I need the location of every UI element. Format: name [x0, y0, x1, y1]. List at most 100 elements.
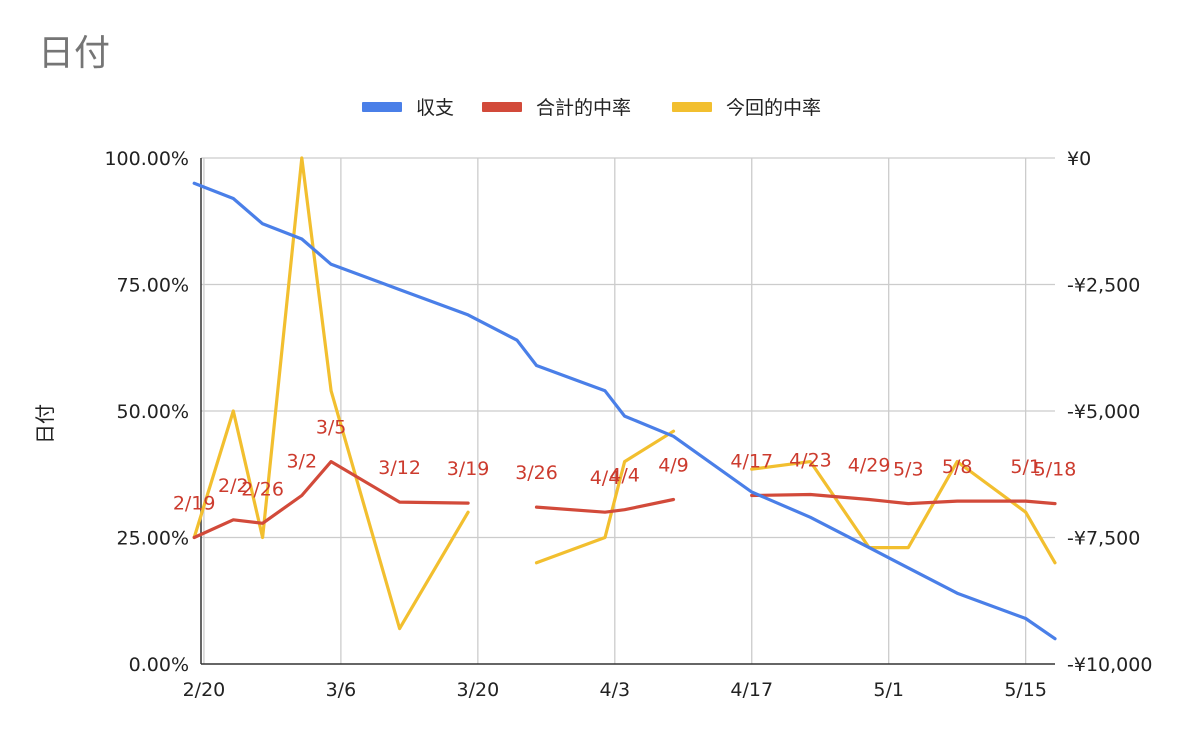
- data-label-5-15: 5/1: [1010, 456, 1041, 478]
- point-3-19: [466, 511, 470, 514]
- point-4-23: [809, 516, 812, 519]
- point-4-17: [750, 467, 753, 471]
- point-3-26: [535, 505, 538, 509]
- data-label-layer: 2/192/22/263/2 3/5 3/12 3/19 3/26 4/44/4 4/9 4/…: [173, 417, 1077, 515]
- y-left-tick-label: 0.00%: [129, 654, 189, 676]
- series-line-2: [192, 460, 470, 540]
- point-3-5: [329, 460, 333, 463]
- y-left-tick-label: 25.00%: [117, 528, 189, 550]
- chart-title: 日付: [38, 33, 111, 74]
- point-5-3: [907, 502, 910, 505]
- point-2-19: [192, 536, 196, 539]
- point-2-26: [261, 222, 264, 225]
- x-tick-label: 4/17: [730, 679, 773, 701]
- point-2-23: [232, 197, 235, 200]
- point-4-17: [750, 494, 753, 497]
- series-line-3: [534, 429, 676, 565]
- point-3-5: [329, 389, 333, 392]
- point-4-4: [623, 508, 626, 511]
- data-label-3-2: 3/2: [286, 451, 317, 473]
- point-2-23: [232, 409, 235, 413]
- point-4-9: [672, 498, 675, 501]
- point-3-12: [398, 288, 401, 291]
- y-left-tick-label: 50.00%: [117, 401, 189, 423]
- point-4-9: [672, 430, 675, 433]
- point-4-2: [603, 536, 607, 539]
- data-label-4-9: 4/9: [658, 455, 689, 477]
- y-left-tick-label: 75.00%: [117, 275, 189, 297]
- point-3-19: [466, 501, 470, 505]
- point-4-4: [623, 414, 626, 418]
- x-tick-label: 2/20: [183, 679, 226, 701]
- point-4-23: [809, 460, 812, 463]
- point-4-9: [672, 435, 675, 438]
- point-2-26: [261, 536, 264, 539]
- series-line-2: [534, 497, 676, 514]
- data-label-4-2: 4/4: [590, 467, 621, 489]
- y-right-tick-label: -¥5,000: [1067, 401, 1140, 423]
- y-right-tick-label: -¥10,000: [1067, 654, 1152, 676]
- legend-swatch-3: [672, 102, 712, 112]
- x-tick-label: 3/6: [326, 679, 357, 701]
- legend-label-2: 合計的中率: [536, 97, 631, 119]
- point-3-2: [300, 156, 303, 160]
- point-4-2: [603, 511, 607, 514]
- data-label-3-19: 3/19: [447, 458, 490, 480]
- point-4-29: [867, 546, 871, 549]
- y-left-tick-label: 100.00%: [104, 148, 189, 170]
- legend-swatch-1: [362, 102, 402, 112]
- point-3-19: [466, 313, 470, 317]
- data-label-5-18: 5/18: [1034, 459, 1077, 481]
- point-5-18: [1053, 502, 1057, 505]
- legend-label-1: 収支: [416, 97, 454, 119]
- data-label-4-4: 4/4: [609, 465, 640, 487]
- point-2-23: [232, 518, 235, 521]
- x-tick-label: 5/1: [873, 679, 904, 701]
- data-label-5-8: 5/8: [942, 456, 973, 478]
- y-right-tick-label: -¥7,500: [1067, 528, 1140, 550]
- data-label-4-23: 4/23: [789, 449, 832, 471]
- y-right-tick-label: ¥0: [1067, 148, 1091, 170]
- series-line-3: [192, 156, 470, 631]
- point-4-2: [603, 389, 607, 392]
- point-5-15: [1024, 511, 1027, 514]
- point-4-17: [750, 490, 753, 494]
- point-5-8: [955, 460, 959, 463]
- point-5-3: [907, 566, 910, 570]
- point-4-23: [809, 493, 812, 496]
- point-4-4: [623, 460, 626, 463]
- point-2-26: [261, 522, 264, 525]
- grid-layer: [201, 157, 1055, 664]
- point-3-12: [398, 500, 401, 504]
- axis-layer: 2/20 3/6 3/20 4/3 4/17 5/1 5/15 100.00% 75.00% 50…: [104, 148, 1152, 701]
- data-label-3-26: 3/26: [515, 462, 558, 484]
- series-layer: [192, 156, 1057, 641]
- point-5-15: [1024, 499, 1027, 503]
- point-5-3: [907, 546, 910, 549]
- legend-swatch-2: [482, 102, 522, 112]
- point-3-2: [300, 494, 303, 497]
- y-axis-title: 日付: [33, 404, 57, 444]
- point-3-12: [398, 627, 401, 630]
- data-label-4-29: 4/29: [848, 455, 891, 477]
- legend: 収支 合計的中率 今回的中率: [362, 97, 821, 119]
- point-5-18: [1053, 561, 1057, 564]
- point-2-19: [192, 182, 196, 185]
- data-label-2-23: 2/2: [218, 475, 249, 497]
- point-4-29: [867, 498, 871, 501]
- x-tick-label: 5/15: [1004, 679, 1047, 701]
- data-label-3-12: 3/12: [378, 457, 421, 479]
- y-right-tick-label: -¥2,500: [1067, 275, 1140, 297]
- x-tick-label: 4/3: [600, 679, 631, 701]
- point-3-2: [300, 237, 303, 241]
- point-3-26: [535, 364, 538, 367]
- point-3-5: [329, 263, 333, 266]
- data-label-5-3: 5/3: [893, 459, 924, 481]
- legend-label-3: 今回的中率: [726, 97, 821, 119]
- point-5-8: [955, 591, 959, 595]
- x-tick-label: 3/20: [457, 679, 500, 701]
- data-label-2-19: 2/19: [173, 493, 216, 515]
- data-label-3-5: 3/5: [316, 417, 347, 439]
- point-3-26: [535, 561, 538, 564]
